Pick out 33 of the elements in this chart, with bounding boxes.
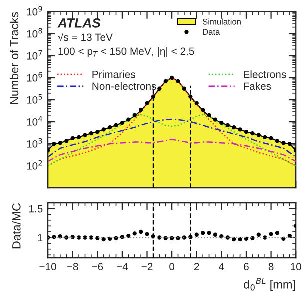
x-tick-label: 6 xyxy=(244,263,249,271)
x-axis-title: d$_{0}$$^{BL}$ [mm] xyxy=(244,278,296,292)
x-tick-label: 4 xyxy=(219,263,224,270)
x-tick-label: −2 xyxy=(142,263,153,270)
legend-label: Fakes xyxy=(244,82,272,90)
y-tick-label: 10$^{8}$ xyxy=(27,28,42,38)
y-tick-label: 10$^{5}$ xyxy=(27,94,42,104)
y-tick-label: 10$^{3}$ xyxy=(27,138,42,148)
annotation: √s = 13 TeV xyxy=(58,32,113,42)
x-tick-label: −10 xyxy=(40,263,56,271)
legend-label: Primaries xyxy=(92,70,136,78)
legend-label: Non-electrons xyxy=(92,82,156,90)
annotation: 100 < p$_{T}$ < 150 MeV, |η| < 2.5 xyxy=(58,48,194,58)
y-axis-title: Data/MC xyxy=(12,203,21,249)
y-tick-label: 10$^{9}$ xyxy=(27,6,42,16)
y-axis-title: Number of Tracks xyxy=(10,12,19,104)
legend-label: Data xyxy=(203,29,220,36)
x-tick-label: 10 xyxy=(291,263,302,271)
y-tick-label: 10$^{7}$ xyxy=(27,50,42,60)
y-tick-label: 1.5 xyxy=(29,205,43,213)
y-tick-label: 1 xyxy=(38,234,43,242)
y-tick-label: 10$^{4}$ xyxy=(27,116,42,126)
x-tick-label: −8 xyxy=(67,263,78,271)
legend-label: Simulation xyxy=(202,18,241,25)
x-tick-label: 2 xyxy=(194,263,200,270)
y-tick-label: 10$^{6}$ xyxy=(27,72,42,82)
x-tick-label: −4 xyxy=(117,263,128,270)
annotation: ATLAS xyxy=(58,18,101,28)
x-tick-label: −6 xyxy=(92,263,104,271)
x-tick-label: 8 xyxy=(268,263,274,271)
legend-label: Electrons xyxy=(244,70,286,78)
x-tick-label: 0 xyxy=(170,263,175,271)
y-tick-label: 10$^{2}$ xyxy=(27,160,42,170)
